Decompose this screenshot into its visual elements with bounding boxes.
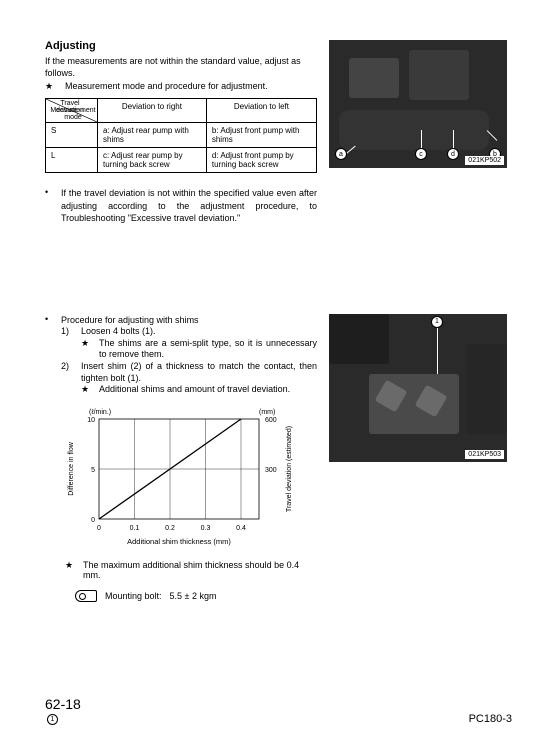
table-corner: Travel deviation Measure-ment mode	[46, 99, 98, 123]
svg-text:300: 300	[265, 467, 277, 474]
star-bullet: ★	[65, 560, 75, 580]
section-heading: Adjusting	[45, 40, 317, 52]
torque-label: Mounting bolt:	[105, 591, 162, 601]
proc2-text: Insert shim (2) of a thickness to match …	[81, 361, 317, 384]
cell-c: c: Adjust rear pump by turning back scre…	[98, 148, 207, 173]
svg-text:(ℓ/min.): (ℓ/min.)	[89, 409, 111, 416]
intro-star-text: Measurement mode and procedure for adjus…	[65, 81, 268, 92]
torque-icon	[75, 590, 97, 602]
svg-text:0.4: 0.4	[236, 525, 246, 532]
adjustment-table: Travel deviation Measure-ment mode Devia…	[45, 98, 317, 173]
proc2-sub: Additional shims and amount of travel de…	[99, 384, 290, 396]
callout-d: d	[447, 148, 459, 160]
svg-text:600: 600	[265, 417, 277, 424]
svg-text:Difference in flow: Difference in flow	[68, 441, 75, 496]
star-bullet: ★	[45, 81, 55, 92]
star-bullet: ★	[81, 338, 91, 361]
col-left: Deviation to left	[206, 99, 316, 123]
max-shim-note: The maximum additional shim thickness sh…	[83, 560, 317, 580]
row-l: L	[46, 148, 98, 173]
svg-text:Travel deviation (estimated): Travel deviation (estimated)	[286, 426, 293, 512]
proc-heading: Procedure for adjusting with shims	[61, 314, 317, 326]
svg-text:0.1: 0.1	[130, 525, 140, 532]
star-bullet: ★	[81, 384, 91, 396]
svg-text:5: 5	[91, 467, 95, 474]
revision-circle: 1	[47, 714, 58, 725]
svg-text:10: 10	[87, 417, 95, 424]
intro-text: If the measurements are not within the s…	[45, 56, 317, 79]
photo-1: a c d b 021KP502	[329, 40, 507, 168]
bullet-dot: •	[45, 187, 51, 223]
svg-text:(mm): (mm)	[259, 409, 275, 416]
page-number-left: 62-18	[45, 696, 81, 712]
svg-text:0: 0	[91, 517, 95, 524]
cell-b: b: Adjust front pump with shims	[206, 123, 316, 148]
shim-chart: 0 5 10 (ℓ/min.) Difference in flow 300 6…	[59, 404, 317, 554]
proc2-num: 2)	[61, 361, 75, 384]
callout-a: a	[335, 148, 347, 160]
page-number-right: PC180-3	[469, 713, 512, 725]
svg-text:0: 0	[97, 525, 101, 532]
photo2-label: 021KP503	[465, 450, 504, 459]
torque-value: 5.5 ± 2 kgm	[170, 591, 217, 601]
svg-text:Additional shim thickness (mm): Additional shim thickness (mm)	[127, 537, 231, 546]
photo-2: 1 021KP503	[329, 314, 507, 462]
proc1-sub: The shims are a semi-split type, so it i…	[99, 338, 317, 361]
photo1-label: 021KP502	[465, 156, 504, 165]
cell-d: d: Adjust front pump by turning back scr…	[206, 148, 316, 173]
proc1-num: 1)	[61, 326, 75, 338]
col-right: Deviation to right	[98, 99, 207, 123]
svg-text:0.3: 0.3	[201, 525, 211, 532]
cell-a: a: Adjust rear pump with shims	[98, 123, 207, 148]
callout-c: c	[415, 148, 427, 160]
bullet-dot: •	[45, 314, 51, 396]
callout-1: 1	[431, 316, 443, 328]
proc1-text: Loosen 4 bolts (1).	[81, 326, 156, 338]
row-s: S	[46, 123, 98, 148]
page-footer: 62-18 1 PC180-3	[45, 696, 512, 725]
svg-text:0.2: 0.2	[165, 525, 175, 532]
deviation-note: If the travel deviation is not within th…	[61, 187, 317, 223]
